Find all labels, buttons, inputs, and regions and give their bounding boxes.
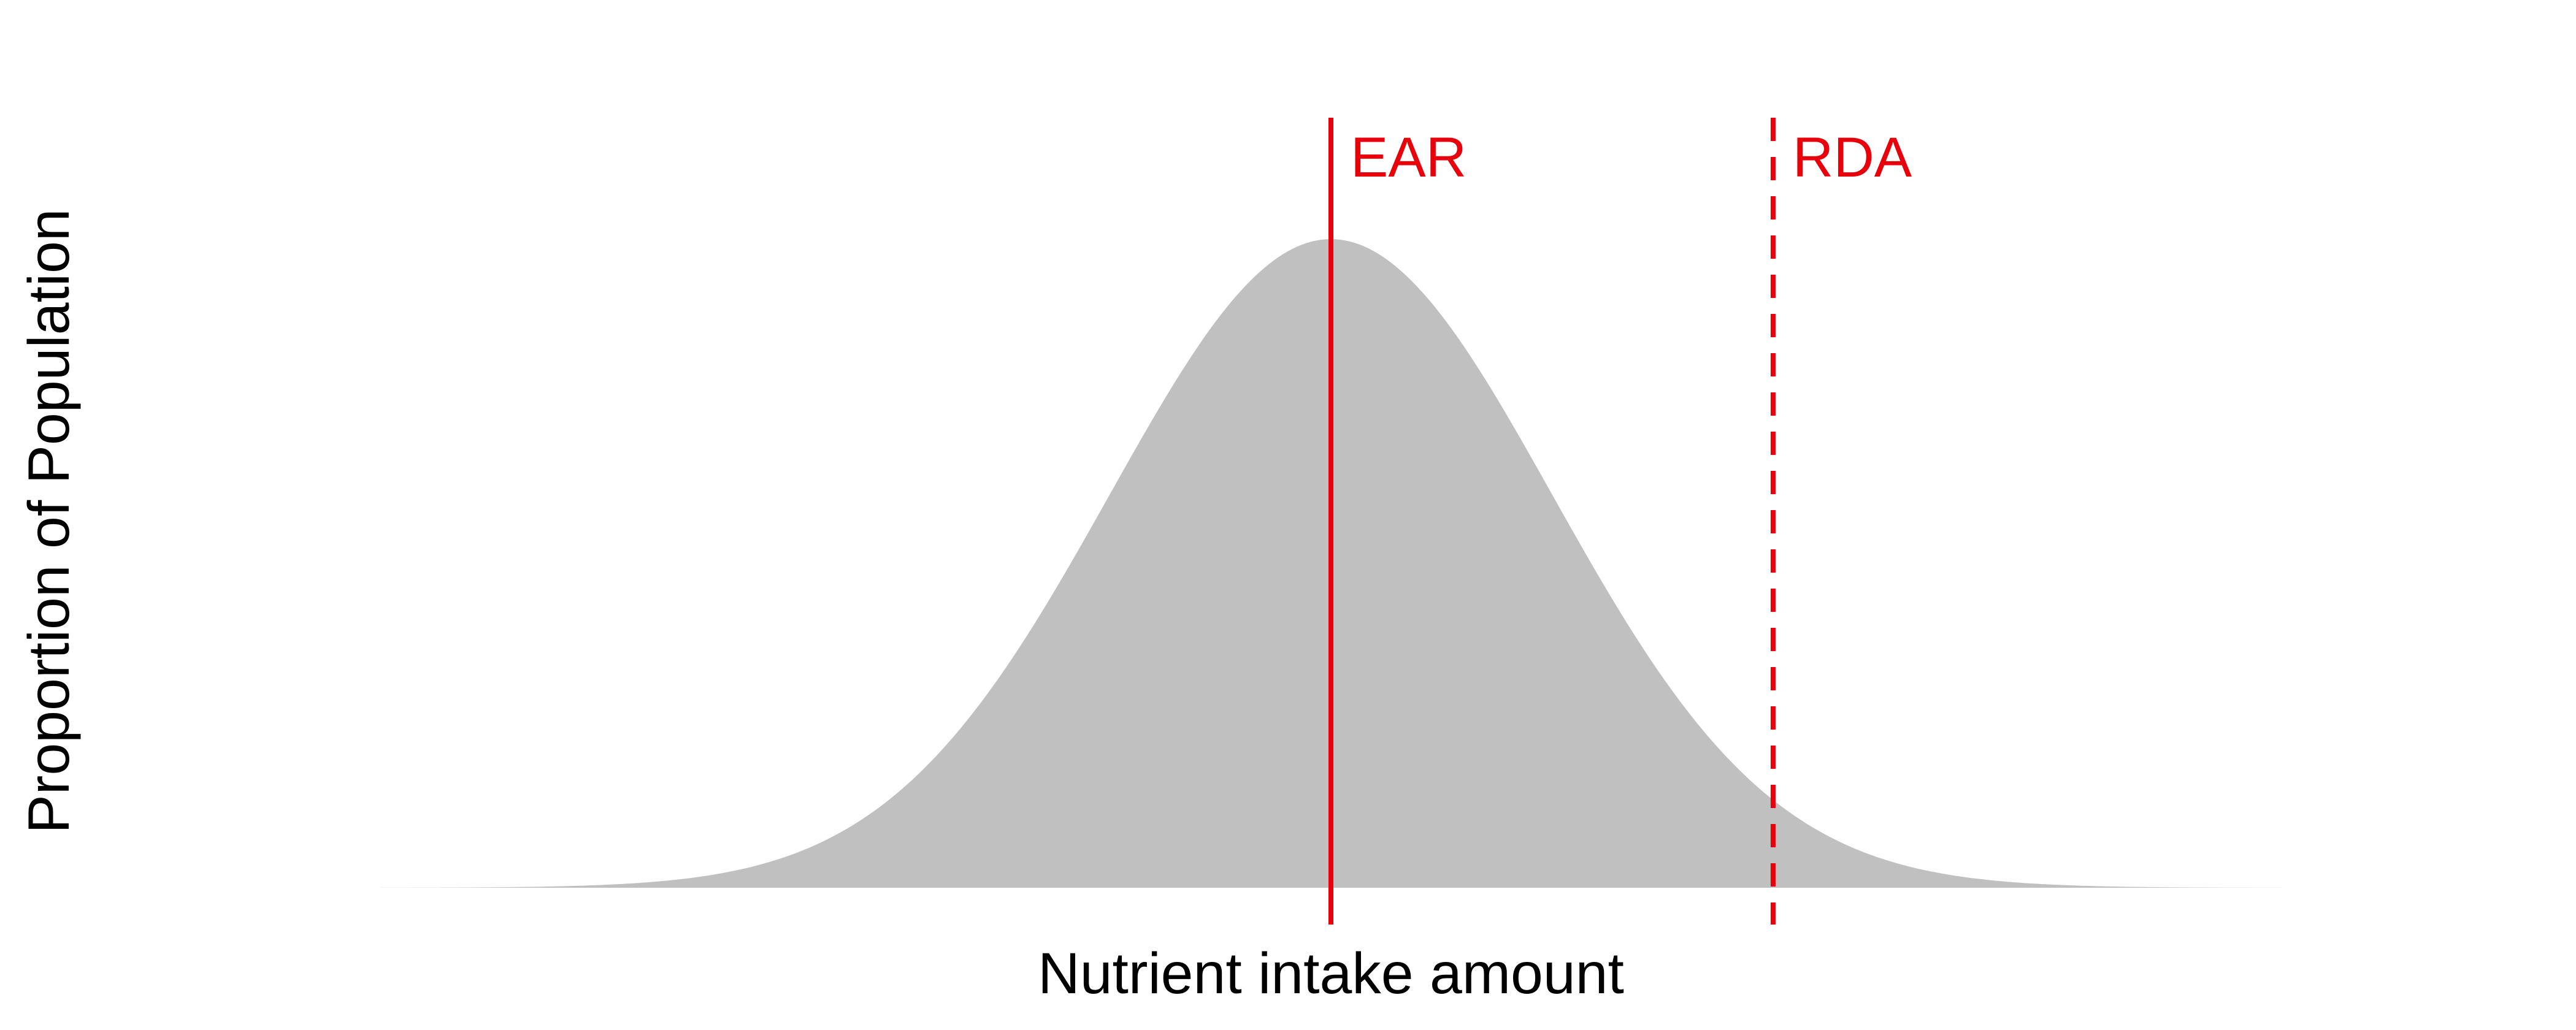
y-axis-label: Proportion of Population [17, 208, 82, 833]
ear-label: EAR [1351, 126, 1466, 189]
reference-lines: EAR RDA [1328, 118, 1912, 925]
x-axis-label: Nutrient intake amount [1038, 941, 1624, 1006]
rda-label: RDA [1793, 126, 1912, 189]
